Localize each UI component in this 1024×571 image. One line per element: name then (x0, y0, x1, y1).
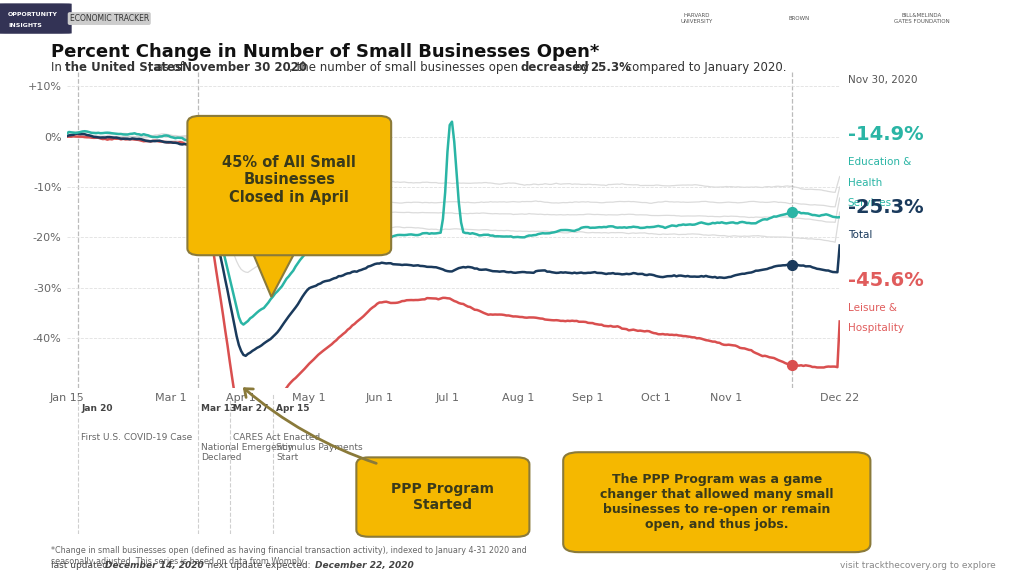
Text: Health: Health (848, 178, 882, 187)
Text: CARES Act Enacted: CARES Act Enacted (233, 433, 321, 442)
Text: INSIGHTS: INSIGHTS (8, 23, 42, 28)
Point (784, 260, 801, 269)
Text: PPP Program
Started: PPP Program Started (391, 482, 495, 512)
Text: BROWN: BROWN (788, 16, 809, 21)
Text: *Change in small businesses open (defined as having financial transaction activi: *Change in small businesses open (define… (51, 546, 527, 566)
Point (784, 208, 801, 217)
Text: In: In (51, 61, 66, 74)
Text: visit trackthecovery.org to explore: visit trackthecovery.org to explore (840, 561, 995, 570)
Text: The PPP Program was a game
changer that allowed many small
businesses to re-open: The PPP Program was a game changer that … (600, 473, 834, 531)
Text: -25.3%: -25.3% (848, 198, 924, 217)
Text: , the number of small businesses open: , the number of small businesses open (289, 61, 521, 74)
Text: 25.3%: 25.3% (590, 61, 631, 74)
Text: decreased: decreased (520, 61, 589, 74)
Text: Total: Total (848, 230, 872, 240)
Text: ECONOMIC TRACKER: ECONOMIC TRACKER (70, 14, 148, 23)
Text: 45% of All Small
Businesses
Closed in April: 45% of All Small Businesses Closed in Ap… (222, 155, 356, 205)
Text: BILL&MELINDA
GATES FOUNDATION: BILL&MELINDA GATES FOUNDATION (894, 13, 949, 24)
Text: December 22, 2020: December 22, 2020 (315, 561, 414, 570)
Text: Mar 27: Mar 27 (233, 404, 268, 413)
Point (784, 360, 801, 369)
Text: -45.6%: -45.6% (848, 271, 924, 290)
Text: November 30 2020: November 30 2020 (182, 61, 307, 74)
FancyBboxPatch shape (0, 3, 72, 34)
Text: December 14, 2020: December 14, 2020 (105, 561, 204, 570)
Text: Leisure &: Leisure & (848, 303, 897, 313)
Text: Jan 20: Jan 20 (81, 404, 113, 413)
Text: compared to January 2020.: compared to January 2020. (622, 61, 786, 74)
Text: the United States: the United States (65, 61, 181, 74)
Text: Hospitality: Hospitality (848, 323, 904, 333)
Text: Apr 15: Apr 15 (276, 404, 310, 413)
Text: , as of: , as of (148, 61, 188, 74)
Text: National Emergency
Declared: National Emergency Declared (202, 443, 293, 463)
Text: OPPORTUNITY: OPPORTUNITY (8, 11, 58, 17)
Text: by: by (571, 61, 593, 74)
Text: -14.9%: -14.9% (848, 125, 924, 144)
Text: Services: Services (848, 198, 892, 208)
Text: last updated:: last updated: (51, 561, 114, 570)
Text: Nov 30, 2020: Nov 30, 2020 (848, 75, 918, 85)
Text: Stimulus Payments
Start: Stimulus Payments Start (276, 443, 362, 463)
Text: HARVARD
UNIVERSITY: HARVARD UNIVERSITY (680, 13, 713, 24)
Text: Education &: Education & (848, 157, 911, 167)
Text: next update expected:: next update expected: (193, 561, 313, 570)
Text: Percent Change in Number of Small Businesses Open*: Percent Change in Number of Small Busine… (51, 43, 600, 61)
Text: First U.S. COVID-19 Case: First U.S. COVID-19 Case (81, 433, 193, 442)
Text: Mar 13: Mar 13 (202, 404, 237, 413)
